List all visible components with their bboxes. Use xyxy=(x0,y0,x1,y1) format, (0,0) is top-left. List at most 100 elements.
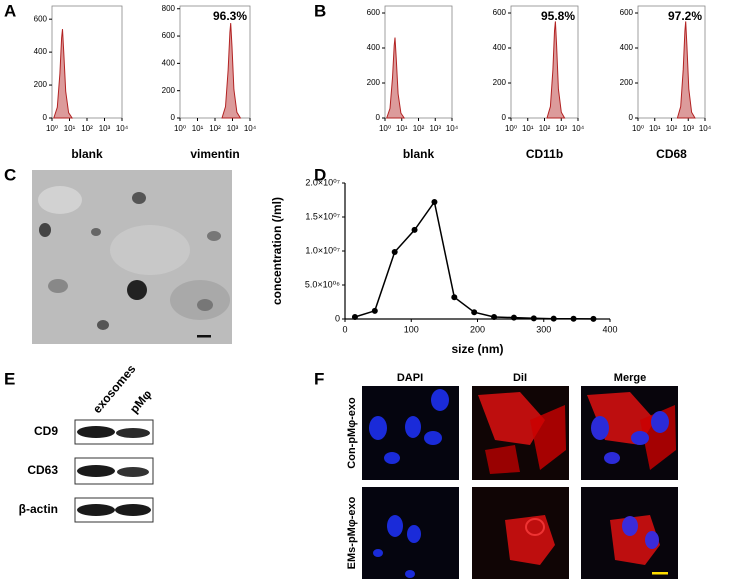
y-tick-label: 600 xyxy=(493,8,507,17)
y-tick-label: 600 xyxy=(367,8,381,17)
x-axis-label: blank xyxy=(71,147,103,161)
annotation: 95.8% xyxy=(541,9,575,23)
micro-column-label: Merge xyxy=(614,372,646,384)
x-tick-label: 10³ xyxy=(227,124,239,133)
blot-row-label: CD63 xyxy=(27,463,58,477)
point xyxy=(590,315,597,322)
micro-column-label: DAPI xyxy=(397,372,423,384)
micro-row-label: Con-pMφ-exo xyxy=(346,397,358,469)
y-tick-label: 1.0×10⁰⁷ xyxy=(305,245,340,255)
point xyxy=(351,313,358,320)
panel-letter: F xyxy=(314,369,324,388)
blot-row-label: CD9 xyxy=(34,424,58,438)
y-tick-label: 200 xyxy=(34,80,48,89)
x-tick-label: 10⁰ xyxy=(174,124,186,133)
y-tick-label: 0 xyxy=(629,113,634,122)
x-tick-label: 10² xyxy=(413,124,425,133)
x-tick-label: 10⁰ xyxy=(46,124,58,133)
blot-row-label: β-actin xyxy=(19,502,58,516)
y-tick-label: 5.0×10⁰⁶ xyxy=(305,279,340,289)
histogram xyxy=(221,23,242,119)
micrographs xyxy=(362,386,678,579)
x-tick-label: 10⁰ xyxy=(379,124,391,133)
panel-letter: E xyxy=(4,369,15,388)
point xyxy=(391,249,398,256)
y-tick-label: 400 xyxy=(34,47,48,56)
x-tick-label: 10⁴ xyxy=(572,124,585,133)
y-tick-label: 400 xyxy=(620,43,634,52)
y-tick-label: 400 xyxy=(493,43,507,52)
y-tick-label: 200 xyxy=(367,78,381,87)
x-tick-label: 100 xyxy=(404,324,419,334)
y-tick-label: 0 xyxy=(335,313,340,323)
x-tick-label: 200 xyxy=(470,324,485,334)
x-tick-label: 10⁴ xyxy=(446,124,459,133)
x-tick-label: 10⁰ xyxy=(505,124,517,133)
y-tick-label: 400 xyxy=(162,58,176,67)
x-tick-label: 10³ xyxy=(99,124,111,133)
point xyxy=(491,313,498,320)
x-axis-label: CD11b xyxy=(526,147,563,161)
histogram xyxy=(385,37,406,119)
x-tick-label: 10⁴ xyxy=(244,124,257,133)
micro-row-label: EMs-pMφ-exo xyxy=(346,496,358,569)
annotation: 96.3% xyxy=(213,9,247,23)
y-tick-label: 200 xyxy=(162,86,176,95)
y-tick-label: 2.0×10⁰⁷ xyxy=(305,177,340,187)
y-tick-label: 400 xyxy=(367,43,381,52)
x-tick-label: 300 xyxy=(536,324,551,334)
x-tick-label: 10⁴ xyxy=(699,124,712,133)
x-axis-label: CD68 xyxy=(656,147,687,161)
x-tick-label: 10⁰ xyxy=(632,124,644,133)
x-tick-label: 10² xyxy=(209,124,221,133)
x-tick-label: 0 xyxy=(342,324,347,334)
x-tick-label: 10² xyxy=(81,124,93,133)
panel-letter: C xyxy=(4,165,16,184)
point xyxy=(371,307,378,314)
y-tick-label: 1.5×10⁰⁷ xyxy=(305,211,340,221)
y-tick-label: 200 xyxy=(620,78,634,87)
y-tick-label: 0 xyxy=(171,113,176,122)
point xyxy=(411,226,418,233)
x-tick-label: 10⁴ xyxy=(116,124,129,133)
panel-letter: A xyxy=(4,1,16,20)
x-tick-label: 10³ xyxy=(555,124,567,133)
histogram xyxy=(546,21,566,119)
y-tick-label: 0 xyxy=(376,113,381,122)
histogram xyxy=(53,29,74,119)
y-tick-label: 200 xyxy=(493,78,507,87)
y-tick-label: 600 xyxy=(34,14,48,23)
x-tick-label: 10¹ xyxy=(192,124,204,133)
point xyxy=(451,294,458,301)
y-axis-label: concentration (/ml) xyxy=(270,197,284,305)
y-tick-label: 0 xyxy=(43,113,48,122)
x-tick-label: 10¹ xyxy=(396,124,408,133)
x-axis-label: size (nm) xyxy=(451,342,503,356)
x-tick-label: 10¹ xyxy=(649,124,661,133)
x-axis-label: blank xyxy=(403,147,435,161)
point xyxy=(510,314,517,321)
x-tick-label: 10² xyxy=(666,124,678,133)
y-tick-label: 800 xyxy=(162,4,176,13)
y-tick-label: 600 xyxy=(620,8,634,17)
micro-column-label: DiI xyxy=(513,372,527,384)
panel-letter: B xyxy=(314,1,326,20)
point xyxy=(550,315,557,322)
x-tick-label: 400 xyxy=(602,324,617,334)
point xyxy=(530,315,537,322)
point xyxy=(570,315,577,322)
panel-letter: D xyxy=(314,165,326,184)
x-tick-label: 10² xyxy=(539,124,551,133)
annotation: 97.2% xyxy=(668,9,702,23)
x-tick-label: 10³ xyxy=(429,124,441,133)
x-tick-label: 10³ xyxy=(682,124,694,133)
y-tick-label: 600 xyxy=(162,31,176,40)
x-tick-label: 10¹ xyxy=(64,124,76,133)
x-axis-label: vimentin xyxy=(190,147,239,161)
point xyxy=(471,309,478,316)
western-blot xyxy=(74,419,154,523)
line xyxy=(354,200,594,320)
y-tick-label: 0 xyxy=(502,113,507,122)
histogram xyxy=(676,21,696,119)
